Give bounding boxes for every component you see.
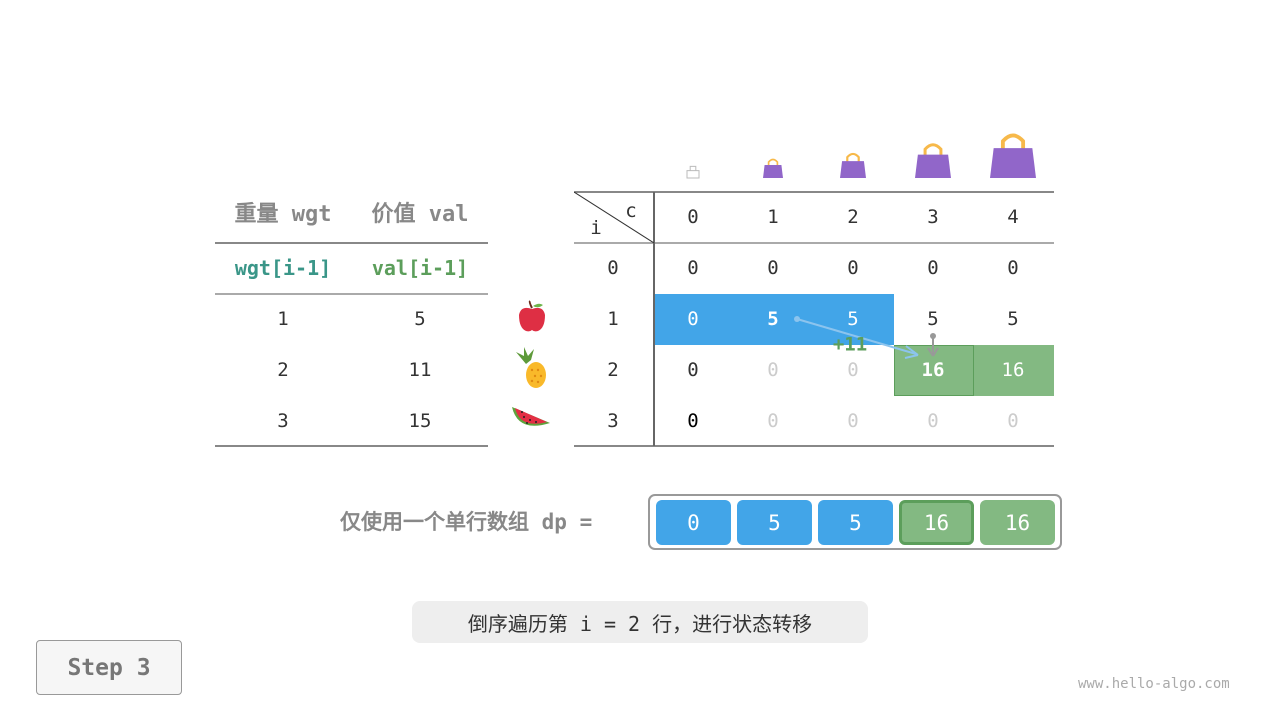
dp-cell: 0 — [767, 257, 779, 279]
dp-cell: 0 — [927, 257, 939, 279]
dp-array-cell: 5 — [818, 500, 893, 545]
header-weight: 重量 wgt — [234, 202, 332, 227]
bag-icon — [915, 142, 951, 182]
dp-cell: 0 — [767, 410, 779, 432]
dp-cell: 0 — [847, 410, 859, 432]
weight-cell: 1 — [277, 308, 289, 330]
dp-cell: 5 — [927, 308, 939, 330]
dp-cell: 0 — [687, 257, 699, 279]
col-header: 2 — [847, 206, 859, 228]
dp-cell: 16 — [1001, 359, 1025, 381]
dp-cell: 5 — [767, 308, 779, 330]
dp-cell: 0 — [687, 410, 699, 432]
weight-cell: 2 — [277, 359, 289, 381]
row-header: 0 — [607, 257, 619, 279]
dp-array-cell: 0 — [656, 500, 731, 545]
header-value: 价值 val — [371, 202, 469, 227]
bag-icon — [686, 164, 700, 183]
plus-value-label: +11 — [832, 333, 868, 356]
dp-cell: 0 — [767, 359, 779, 381]
corner-diagonal — [574, 192, 654, 243]
dp-cell: 5 — [1007, 308, 1019, 330]
dp-array — [648, 494, 1062, 550]
caption: 倒序遍历第 i = 2 行，进行状态转移 — [412, 601, 868, 643]
corner-i: i — [590, 217, 602, 239]
dp-array-cell: 16 — [980, 500, 1055, 545]
dp-array-cell: 16 — [899, 500, 974, 545]
dp-cell: 0 — [687, 308, 699, 330]
dp-cell: 0 — [847, 359, 859, 381]
corner-c: c — [625, 200, 637, 222]
divider — [215, 293, 488, 295]
dp-array-cell: 5 — [737, 500, 812, 545]
watermelon-icon — [512, 407, 550, 426]
divider-vertical — [653, 192, 655, 446]
value-cell: 5 — [414, 308, 426, 330]
col-header: 1 — [767, 206, 779, 228]
divider — [574, 242, 1054, 244]
dp-cell: 0 — [687, 359, 699, 381]
row-header: 2 — [607, 359, 619, 381]
step-button[interactable]: Step 3 — [36, 640, 182, 695]
dp-cell: 5 — [847, 308, 859, 330]
divider — [574, 445, 1054, 447]
bag-icon — [763, 158, 783, 182]
col-header: 0 — [687, 206, 699, 228]
dp-cell: 0 — [1007, 410, 1019, 432]
value-cell: 15 — [408, 410, 432, 432]
bag-icon — [990, 132, 1036, 182]
row-header: 3 — [607, 410, 619, 432]
value-cell: 11 — [408, 359, 432, 381]
apple-icon — [519, 300, 545, 332]
divider — [574, 191, 1054, 193]
divider — [215, 242, 488, 244]
row-header: 1 — [607, 308, 619, 330]
divider — [215, 445, 488, 447]
subheader-wgt: wgt[i-1] — [234, 256, 332, 280]
dp-array-label: 仅使用一个单行数组 dp = — [340, 510, 593, 534]
dp-cell: 16 — [921, 359, 945, 381]
watermark: www.hello-algo.com — [1078, 676, 1230, 692]
col-header: 3 — [927, 206, 939, 228]
dp-cell: 0 — [1007, 257, 1019, 279]
bag-icon — [840, 152, 866, 182]
dp-cell: 0 — [847, 257, 859, 279]
weight-cell: 3 — [277, 410, 289, 432]
highlight-updated-cells — [894, 345, 1054, 396]
col-header: 4 — [1007, 206, 1019, 228]
pineapple-icon — [516, 347, 546, 388]
subheader-val: val[i-1] — [371, 256, 469, 280]
dp-cell: 0 — [927, 410, 939, 432]
current-cell-border — [894, 345, 974, 396]
